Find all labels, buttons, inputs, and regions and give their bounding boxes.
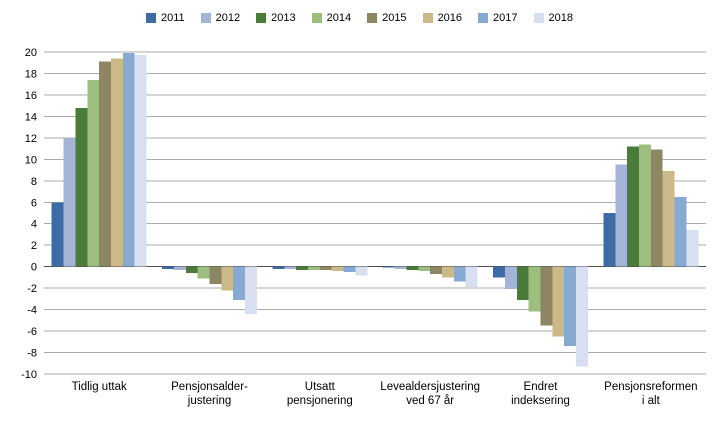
legend-item: 2011 — [145, 12, 185, 24]
bar — [504, 266, 517, 290]
bar — [284, 266, 297, 269]
bar — [627, 146, 639, 267]
bar — [122, 53, 135, 267]
bar — [394, 266, 407, 269]
legend-label: 2014 — [326, 12, 352, 24]
bar — [209, 266, 222, 284]
bar — [245, 266, 257, 314]
bar — [453, 266, 466, 282]
legend-label: 2013 — [271, 12, 296, 24]
legend-swatch — [422, 13, 433, 23]
bar — [111, 58, 123, 267]
y-tick-label: 0 — [31, 262, 37, 274]
legend-swatch — [256, 13, 267, 23]
legend-label: 2015 — [382, 12, 407, 24]
bar — [331, 266, 344, 271]
bar — [173, 266, 186, 270]
legend-swatch — [533, 13, 544, 23]
bar — [185, 266, 198, 274]
bar — [615, 164, 628, 267]
y-tick-label: -4 — [27, 305, 37, 317]
bar — [75, 107, 88, 267]
legend-item: 2012 — [200, 12, 241, 24]
y-tick-label: -8 — [27, 348, 37, 360]
legend-item: 2015 — [367, 12, 407, 24]
category-label: Tidlig uttak — [72, 381, 127, 393]
bar — [576, 266, 588, 367]
legend-label: 2016 — [437, 12, 463, 24]
legend-item: 2016 — [422, 12, 463, 24]
y-tick-label: 8 — [31, 176, 37, 188]
bar — [552, 266, 565, 337]
bar — [540, 266, 553, 326]
legend-item: 2014 — [311, 12, 352, 24]
legend-swatch — [367, 13, 378, 23]
bar — [406, 266, 419, 270]
y-tick-label: 10 — [25, 154, 37, 166]
bar — [343, 266, 356, 273]
bar — [662, 171, 675, 267]
category-label: Endret indeksering — [511, 381, 570, 407]
bar — [63, 137, 76, 267]
y-tick-label: -6 — [27, 326, 37, 338]
bar — [430, 266, 443, 275]
bar — [307, 266, 320, 270]
bar — [638, 144, 651, 267]
bar — [296, 266, 308, 270]
bar — [99, 61, 112, 267]
y-tick-label: -10 — [21, 369, 37, 381]
bar — [650, 149, 663, 267]
y-tick-label: 18 — [25, 68, 37, 80]
bar — [233, 266, 246, 300]
legend-label: 2017 — [493, 12, 518, 24]
bar — [221, 266, 234, 291]
category-label: Utsatt pensjonering — [287, 381, 353, 407]
legend-swatch — [478, 13, 489, 23]
legend-label: 2011 — [160, 12, 185, 24]
category-label: Pensjonsreformen i alt — [604, 381, 697, 407]
bar — [272, 266, 285, 269]
legend-label: 2018 — [548, 12, 574, 24]
legend-item: 2013 — [256, 12, 296, 24]
y-tick-label: 20 — [25, 47, 37, 59]
bar — [355, 266, 368, 276]
y-tick-label: 14 — [25, 111, 37, 123]
legend-label: 2012 — [215, 12, 241, 24]
category-label: Levealdersjustering ved 67 år — [380, 381, 480, 407]
bar — [382, 266, 395, 268]
bar — [528, 266, 541, 312]
bar — [418, 266, 431, 271]
bar — [674, 196, 687, 267]
legend-swatch — [200, 13, 211, 23]
bar — [319, 266, 332, 270]
bar — [162, 266, 174, 269]
bar — [603, 213, 616, 267]
legend: 2011 2012 2013 2014 2015 2016 2017 2018 — [0, 12, 719, 24]
legend-swatch — [145, 13, 156, 23]
bar — [134, 55, 147, 267]
y-tick-label: 2 — [31, 240, 37, 252]
bar — [51, 202, 64, 267]
y-tick-label: -2 — [27, 283, 37, 295]
bar — [465, 266, 478, 288]
bar — [87, 79, 100, 267]
y-tick-label: 4 — [31, 219, 37, 231]
y-tick-label: 12 — [25, 133, 37, 145]
bar — [197, 266, 210, 279]
bar — [686, 230, 699, 267]
legend-item: 2017 — [478, 12, 518, 24]
bar — [564, 266, 577, 347]
bar — [516, 266, 529, 300]
legend-swatch — [311, 13, 322, 23]
category-label: Pensjonsalder-justering — [171, 381, 248, 407]
y-tick-label: 6 — [31, 197, 37, 209]
bar — [493, 266, 505, 278]
legend-item: 2018 — [533, 12, 574, 24]
bar — [442, 266, 454, 278]
y-tick-label: 16 — [25, 90, 37, 102]
